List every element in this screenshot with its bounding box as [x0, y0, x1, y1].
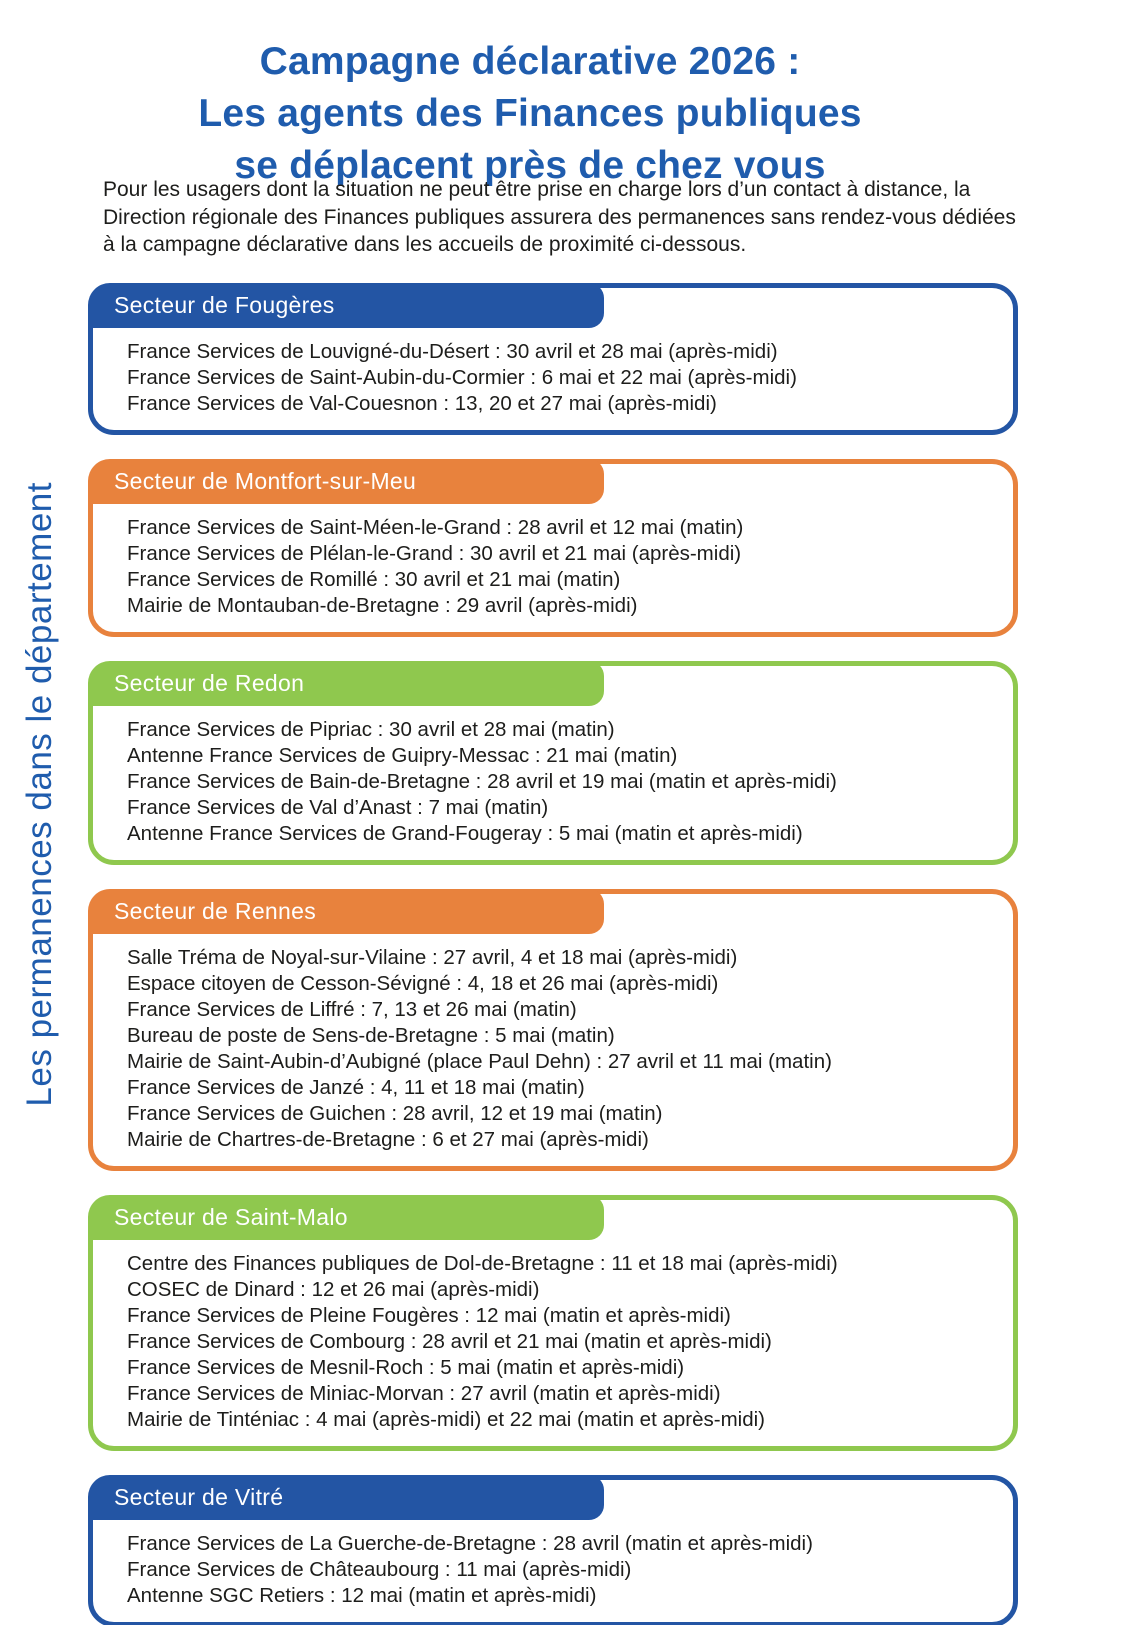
permanence-line: Antenne SGC Retiers : 12 mai (matin et a… [127, 1584, 597, 1607]
permanence-line: France Services de Bain-de-Bretagne : 28… [127, 770, 837, 793]
sector-box: Secteur de Saint-Malo Centre des Finance… [88, 1195, 1018, 1451]
permanence-line: France Services de Plélan-le-Grand : 30 … [127, 542, 742, 565]
sector-header-tab: Secteur de Fougères [88, 283, 604, 328]
permanence-line: France Services de Pipriac : 30 avril et… [127, 718, 615, 741]
permanence-line: France Services de Louvigné-du-Désert : … [127, 340, 778, 363]
permanence-line: France Services de Miniac-Morvan : 27 av… [127, 1382, 721, 1405]
sector-box: Secteur de Montfort-sur-Meu France Servi… [88, 459, 1018, 637]
permanence-line: France Services de Saint-Méen-le-Grand :… [127, 516, 744, 539]
sector-entries: Salle Tréma de Noyal-sur-Vilaine : 27 av… [93, 934, 1013, 1166]
permanence-line: Salle Tréma de Noyal-sur-Vilaine : 27 av… [127, 946, 738, 969]
permanence-line: Bureau de poste de Sens-de-Bretagne : 5 … [127, 1024, 615, 1047]
sector-entries: Centre des Finances publiques de Dol-de-… [93, 1240, 1013, 1446]
permanence-line: France Services de Val d’Anast : 7 mai (… [127, 796, 549, 819]
permanence-line: COSEC de Dinard : 12 et 26 mai (après-mi… [127, 1278, 540, 1301]
sector-box: Secteur de Redon France Services de Pipr… [88, 661, 1018, 865]
page-title-line: Campagne déclarative 2026 : [259, 40, 801, 83]
permanence-line: France Services de Mesnil-Roch : 5 mai (… [127, 1356, 685, 1379]
permanence-line: France Services de Romillé : 30 avril et… [127, 568, 621, 591]
sector-entries: France Services de Saint-Méen-le-Grand :… [93, 504, 1013, 632]
permanence-line: France Services de Pleine Fougères : 12 … [127, 1304, 731, 1327]
sector-entries: France Services de Louvigné-du-Désert : … [93, 328, 1013, 430]
sector-box: Secteur de Fougères France Services de L… [88, 283, 1018, 435]
title-block: Campagne déclarative 2026 : Les agents d… [0, 36, 1060, 192]
sectors-list: Secteur de Fougères France Services de L… [88, 283, 1018, 1625]
sector-header-tab: Secteur de Vitré [88, 1475, 604, 1520]
sector-header-tab: Secteur de Redon [88, 661, 604, 706]
permanence-line: France Services de La Guerche-de-Bretagn… [127, 1532, 813, 1555]
vertical-side-label: Les permanences dans le département [4, 448, 76, 1140]
permanence-line: France Services de Combourg : 28 avril e… [127, 1330, 772, 1353]
permanence-line: Antenne France Services de Guipry-Messac… [127, 744, 678, 767]
permanence-line: Antenne France Services de Grand-Fougera… [127, 822, 803, 845]
permanence-line: Centre des Finances publiques de Dol-de-… [127, 1252, 838, 1275]
permanence-line: Mairie de Tinténiac : 4 mai (après-midi)… [127, 1408, 765, 1431]
sector-entries: France Services de Pipriac : 30 avril et… [93, 706, 1013, 860]
vertical-side-label-text: Les permanences dans le département [20, 481, 59, 1107]
permanence-line: France Services de Guichen : 28 avril, 1… [127, 1102, 663, 1125]
sector-header-tab: Secteur de Montfort-sur-Meu [88, 459, 604, 504]
sector-header-tab: Secteur de Saint-Malo [88, 1195, 604, 1240]
sector-header-tab: Secteur de Rennes [88, 889, 604, 934]
intro-paragraph: Pour les usagers dont la situation ne pe… [103, 178, 1016, 256]
permanence-line: Mairie de Chartres-de-Bretagne : 6 et 27… [127, 1128, 649, 1151]
permanence-line: France Services de Janzé : 4, 11 et 18 m… [127, 1076, 585, 1099]
permanence-line: France Services de Saint-Aubin-du-Cormie… [127, 366, 797, 389]
permanence-line: Mairie de Saint-Aubin-d’Aubigné (place P… [127, 1050, 832, 1073]
permanence-line: Espace citoyen de Cesson-Sévigné : 4, 18… [127, 972, 719, 995]
permanence-line: France Services de Val-Couesnon : 13, 20… [127, 392, 717, 415]
permanence-line: France Services de Châteaubourg : 11 mai… [127, 1558, 632, 1581]
sector-box: Secteur de Rennes Salle Tréma de Noyal-s… [88, 889, 1018, 1171]
sector-entries: France Services de La Guerche-de-Bretagn… [93, 1520, 1013, 1622]
permanence-line: Mairie de Montauban-de-Bretagne : 29 avr… [127, 594, 638, 617]
page-title-line: se déplacent près de chez vous [234, 144, 826, 187]
permanence-line: France Services de Liffré : 7, 13 et 26 … [127, 998, 577, 1021]
page-title-line: Les agents des Finances publiques [198, 92, 862, 135]
sector-box: Secteur de Vitré France Services de La G… [88, 1475, 1018, 1625]
